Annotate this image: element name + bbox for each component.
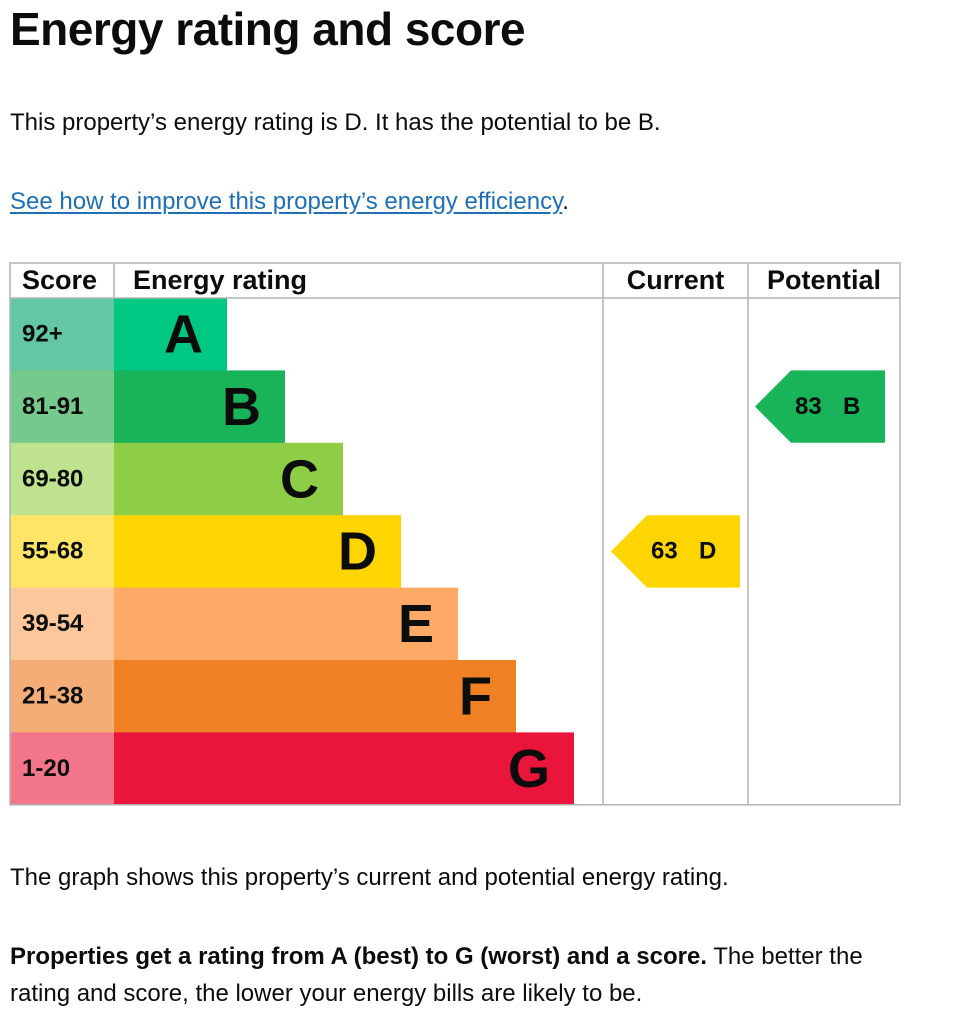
score-cell xyxy=(10,370,114,444)
current-arrow xyxy=(611,515,740,588)
link-suffix: . xyxy=(562,188,569,215)
band-letter: B xyxy=(222,377,261,437)
rating-bar xyxy=(114,660,516,733)
score-cell xyxy=(10,587,114,661)
column-header: Energy rating xyxy=(133,265,307,295)
rating-bar xyxy=(114,442,343,516)
energy-rating-graph: Score Energy rating Current Potential 92+ A 81… xyxy=(9,262,901,806)
score-cell xyxy=(10,660,114,733)
band-score: 55-68 xyxy=(22,538,83,565)
band-letter: G xyxy=(508,739,550,799)
rating-bar xyxy=(114,298,227,371)
note-bold: Properties get a rating from A (best) to… xyxy=(10,943,707,970)
score-cell xyxy=(10,515,114,589)
band-letter: F xyxy=(459,666,492,726)
band-score: 69-80 xyxy=(22,465,83,492)
potential-rating: B xyxy=(843,393,860,420)
band-score: 92+ xyxy=(22,321,63,348)
intro-text: This property’s energy rating is D. It h… xyxy=(10,109,661,136)
rating-bar xyxy=(114,732,574,806)
band-letter: C xyxy=(280,449,319,509)
rating-bar xyxy=(114,587,458,661)
link-paragraph: See how to improve this property’s energ… xyxy=(10,183,910,220)
rating-bar xyxy=(114,370,285,444)
rating-bar xyxy=(114,515,401,589)
potential-arrow xyxy=(755,370,885,443)
band-score: 81-91 xyxy=(22,393,83,420)
note-rest: The better the rating and score, the low… xyxy=(10,943,863,1007)
potential-score: 83 xyxy=(795,393,822,420)
band-score: 39-54 xyxy=(22,610,84,637)
score-cell xyxy=(10,298,114,371)
rating-note: Properties get a rating from A (best) to… xyxy=(10,938,900,1012)
score-cell xyxy=(10,732,114,806)
band-score: 21-38 xyxy=(22,683,83,710)
band-letter: E xyxy=(398,594,434,654)
current-rating: D xyxy=(699,538,716,565)
current-score: 63 xyxy=(651,538,678,565)
band-letter: D xyxy=(338,522,377,582)
band-score: 1-20 xyxy=(22,755,70,782)
column-header: Current xyxy=(627,265,725,295)
graph-frame xyxy=(9,262,901,806)
column-header: Potential xyxy=(767,265,881,295)
column-header: Score xyxy=(22,265,97,295)
graph-caption: The graph shows this property’s current … xyxy=(10,864,729,891)
score-cell xyxy=(10,442,114,516)
page-title: Energy rating and score xyxy=(10,3,526,55)
band-letter: A xyxy=(164,304,203,364)
improve-link[interactable]: See how to improve this property’s energ… xyxy=(10,188,563,215)
